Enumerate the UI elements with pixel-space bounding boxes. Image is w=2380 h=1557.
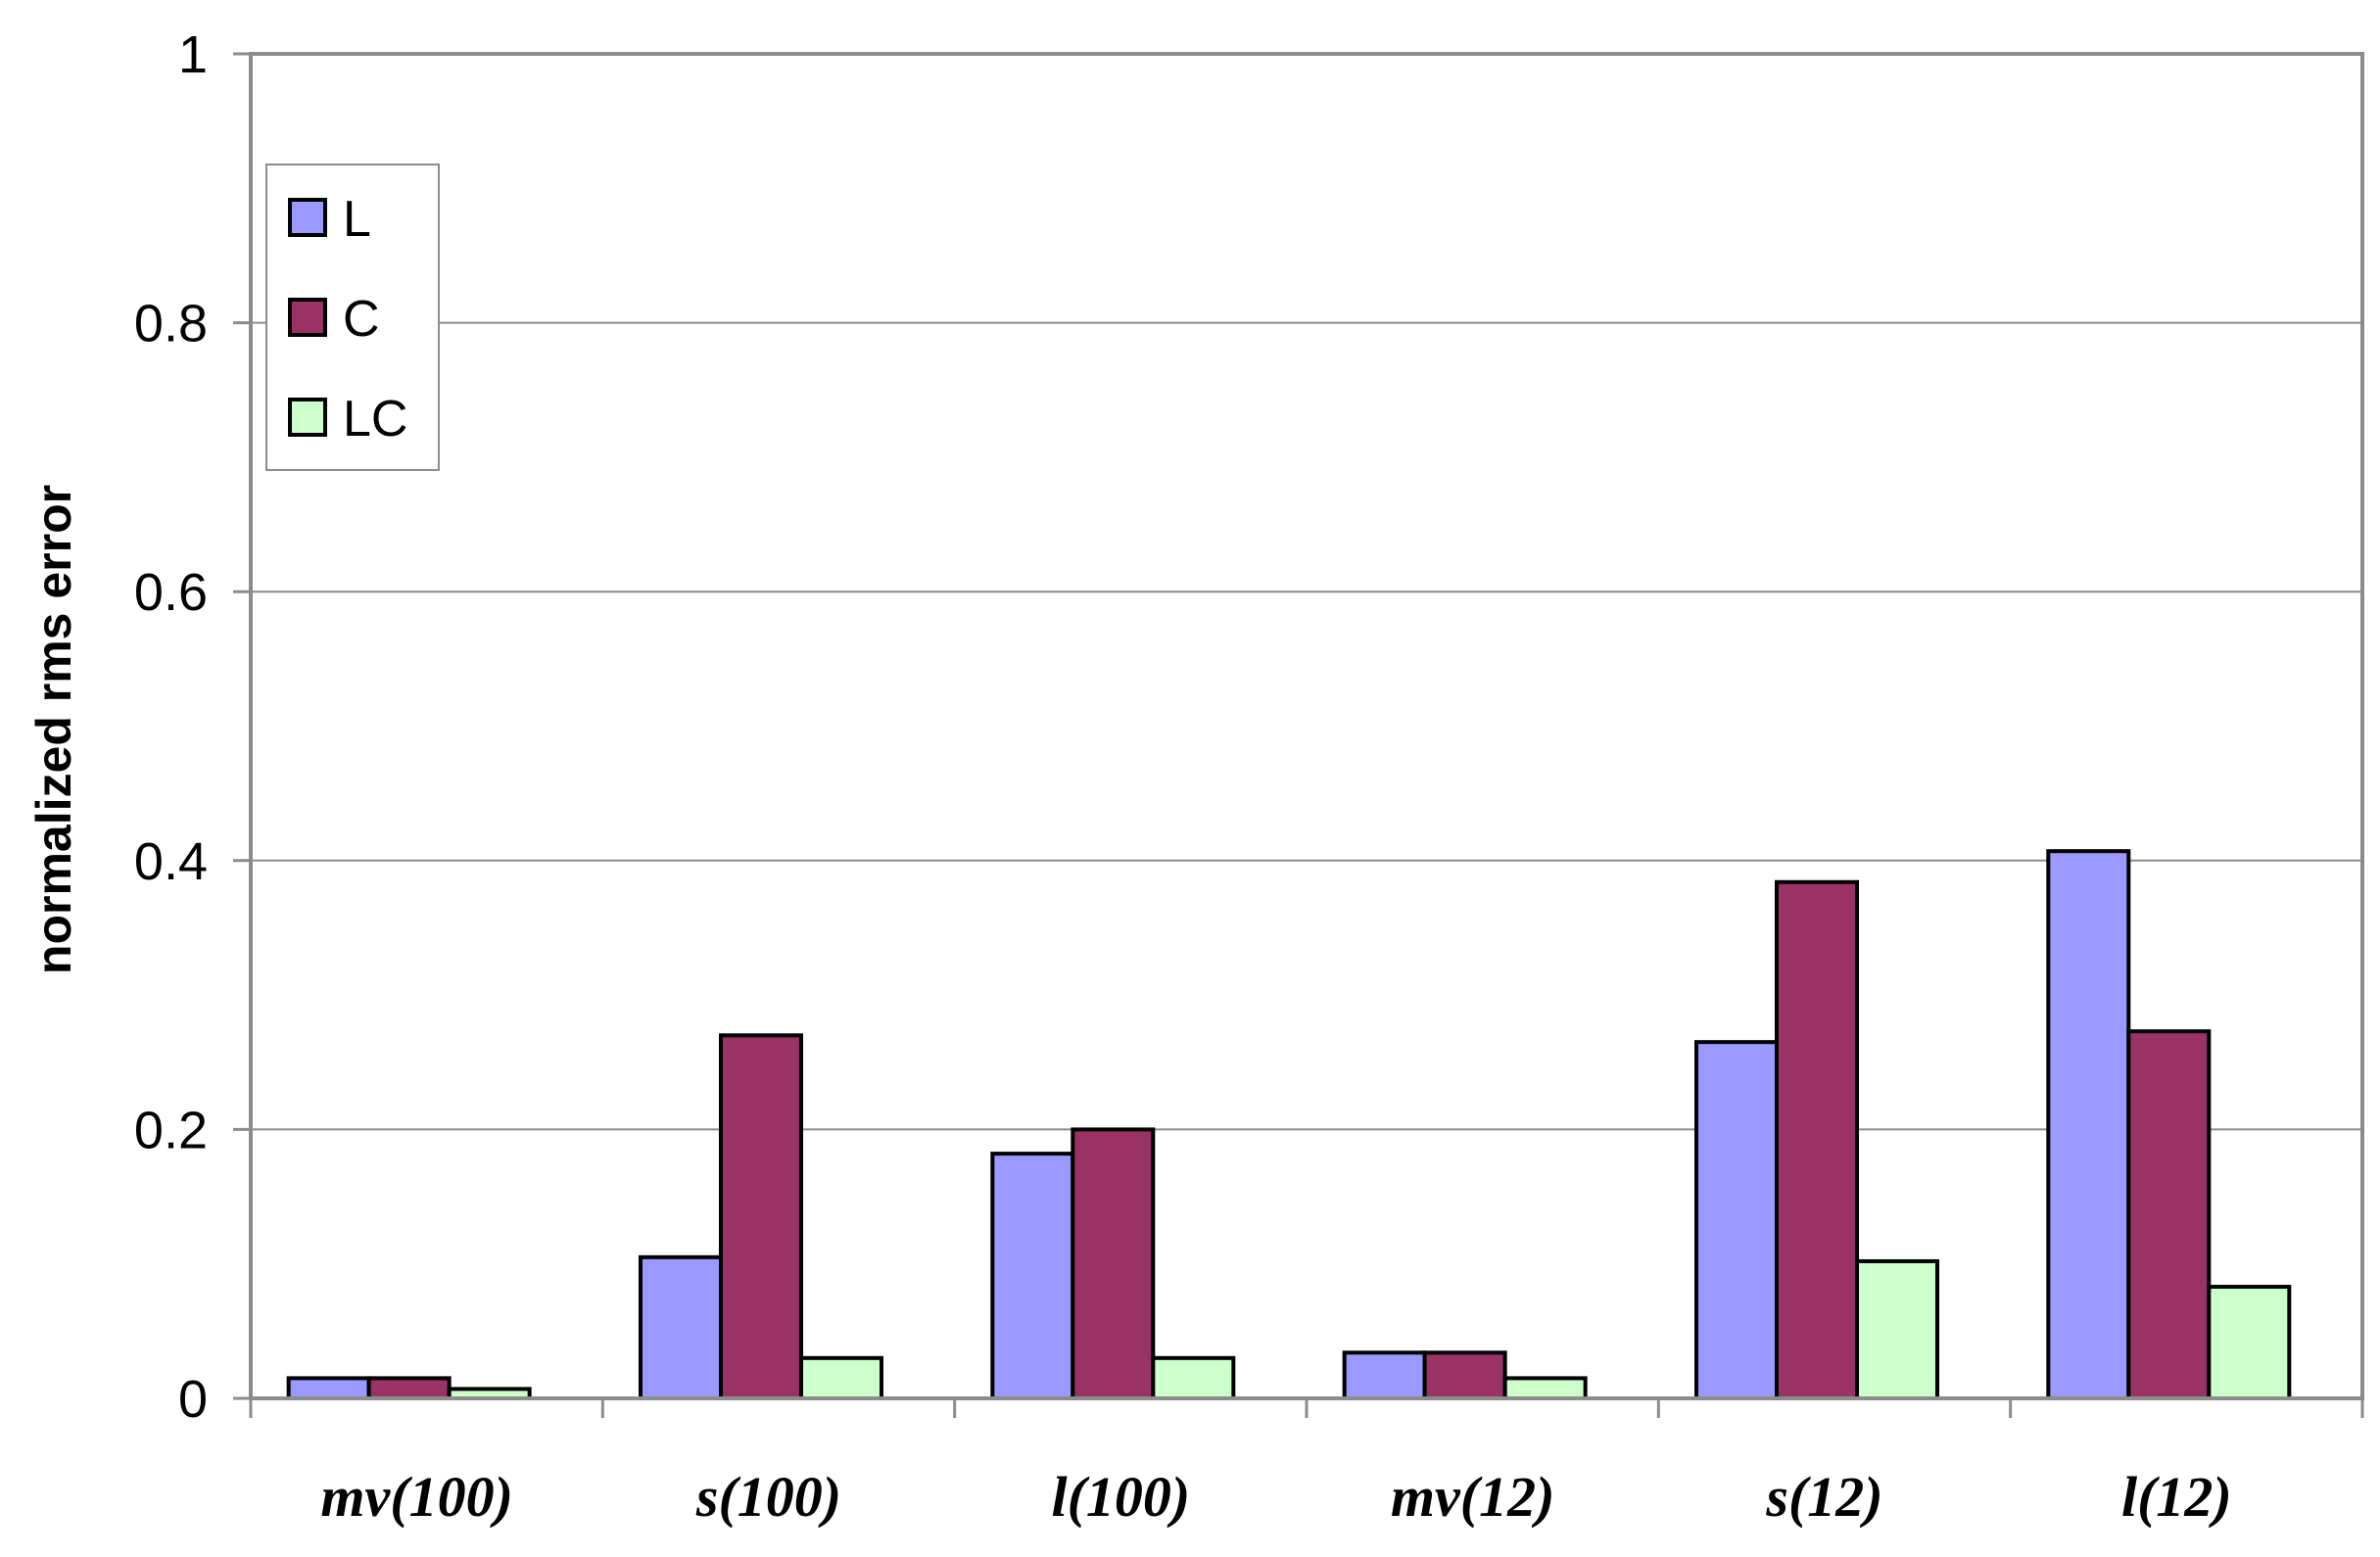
bar-l-3	[1342, 1350, 1427, 1400]
legend-label-c: C	[343, 291, 380, 348]
bar-lc-5	[2207, 1285, 2292, 1401]
legend-swatch-c	[288, 298, 327, 337]
bar-c-5	[2126, 1029, 2212, 1401]
legend-swatch-lc	[288, 398, 327, 437]
y-axis-label: normalized rms error	[26, 485, 81, 974]
bar-l-4	[1694, 1040, 1779, 1401]
bar-c-2	[1071, 1127, 1156, 1401]
bars	[286, 849, 2292, 1401]
plot-area	[249, 52, 2364, 1400]
legend-label-lc: LC	[343, 391, 407, 448]
legend-swatch-l	[288, 198, 327, 237]
axes	[233, 52, 2364, 1418]
bar-c-3	[1422, 1350, 1507, 1400]
bar-l-5	[2046, 849, 2131, 1400]
legend-label-l: L	[343, 191, 371, 248]
bar-c-1	[719, 1033, 803, 1401]
bar-lc-2	[1151, 1355, 1236, 1401]
y-tick-label: 0	[178, 1370, 208, 1429]
bar-l-1	[639, 1254, 723, 1400]
x-tick-label: mv(100)	[320, 1465, 513, 1529]
bar-lc-4	[1855, 1258, 1939, 1400]
bar-c-0	[366, 1376, 452, 1401]
bar-l-2	[990, 1152, 1075, 1401]
y-tick-label: 0.4	[134, 832, 208, 891]
y-tick-label: 0.6	[134, 563, 208, 622]
y-tick-label: 1	[178, 25, 208, 84]
x-tick-label: l(12)	[2121, 1465, 2232, 1529]
x-tick-label: s(100)	[695, 1465, 841, 1529]
bar-c-4	[1775, 879, 1859, 1400]
x-tick-label: mv(12)	[1391, 1465, 1555, 1529]
bar-lc-3	[1502, 1376, 1588, 1401]
labels: normalized rms error 0 0.2 0.4 0.6 0.8 1 mv(10…	[26, 25, 2232, 1529]
gridlines	[249, 52, 2364, 1400]
bar-lc-1	[799, 1355, 883, 1401]
x-tick-label: s(12)	[1765, 1465, 1882, 1529]
legend: LC LC	[265, 164, 440, 471]
x-tick-label: l(100)	[1051, 1465, 1190, 1529]
y-tick-label: 0.8	[134, 295, 208, 354]
bar-l-0	[286, 1376, 371, 1401]
y-tick-label: 0.2	[134, 1101, 208, 1159]
